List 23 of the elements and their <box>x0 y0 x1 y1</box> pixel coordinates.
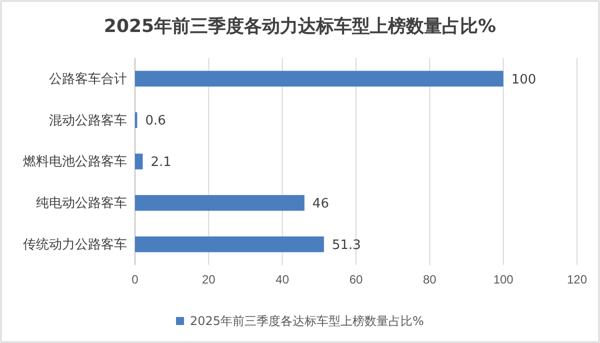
bar <box>135 236 324 252</box>
bar <box>135 154 143 170</box>
y-tick-label: 混动公路客车 <box>49 112 127 128</box>
x-tick-label: 40 <box>276 272 290 287</box>
data-label: 2.1 <box>150 155 172 170</box>
data-label: 0.6 <box>145 114 166 129</box>
x-tick-label: 60 <box>349 272 363 287</box>
data-label: 100 <box>511 72 536 88</box>
data-label: 51.3 <box>332 238 361 253</box>
x-tick-label: 80 <box>422 272 437 287</box>
data-label: 46 <box>312 196 329 212</box>
x-tick-label: 120 <box>566 272 588 287</box>
y-tick-label: 纯电动公路客车 <box>36 195 127 210</box>
legend-label: 2025年前三季度各达标车型上榜数量占比% <box>190 314 424 328</box>
x-tick-label: 20 <box>202 272 216 287</box>
y-tick-label: 传统动力公路客车 <box>23 236 127 252</box>
y-tick-label: 公路客车合计 <box>49 70 127 86</box>
bar <box>135 70 504 87</box>
x-tick-label: 100 <box>493 272 514 287</box>
chart-title: 2025年前三季度各动力达标车型上榜数量占比% <box>104 16 496 37</box>
bar <box>135 195 304 211</box>
x-tick-label: 0 <box>132 272 139 287</box>
y-tick-label: 燃料电池公路客车 <box>23 154 127 169</box>
